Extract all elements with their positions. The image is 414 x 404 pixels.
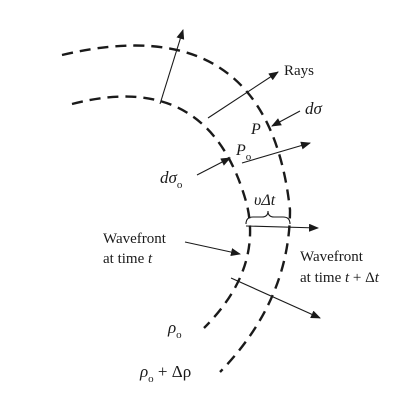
brace-vdt xyxy=(245,210,291,225)
label-point-p0: Po xyxy=(235,142,252,163)
wavefront-outer-arc xyxy=(61,44,292,373)
label-v-delta-t: υΔt xyxy=(254,192,276,209)
label-dsigma: dσ xyxy=(305,99,323,118)
ray-p0 xyxy=(241,141,311,164)
label-point-p: P xyxy=(250,121,261,138)
ray-lower xyxy=(230,277,321,319)
wavefront-inner-arc xyxy=(71,95,252,329)
label-rho-plus-drho: ρo + Δρ xyxy=(139,362,191,385)
pointer-wavefront-t xyxy=(184,241,241,256)
label-wavefront-t-dt: Wavefront at time t + Δt xyxy=(300,249,380,286)
ray-top xyxy=(159,29,185,105)
label-dsigma0: dσo xyxy=(160,168,183,191)
pointer-dsigma0 xyxy=(196,157,231,176)
label-wavefront-t: Wavefront at time t xyxy=(103,231,170,267)
ray-vdt xyxy=(245,223,319,232)
pointer-dsigma xyxy=(271,110,301,127)
label-rays: Rays xyxy=(284,63,314,79)
label-rho0: ρo xyxy=(167,318,182,341)
ray-rays xyxy=(207,71,279,119)
